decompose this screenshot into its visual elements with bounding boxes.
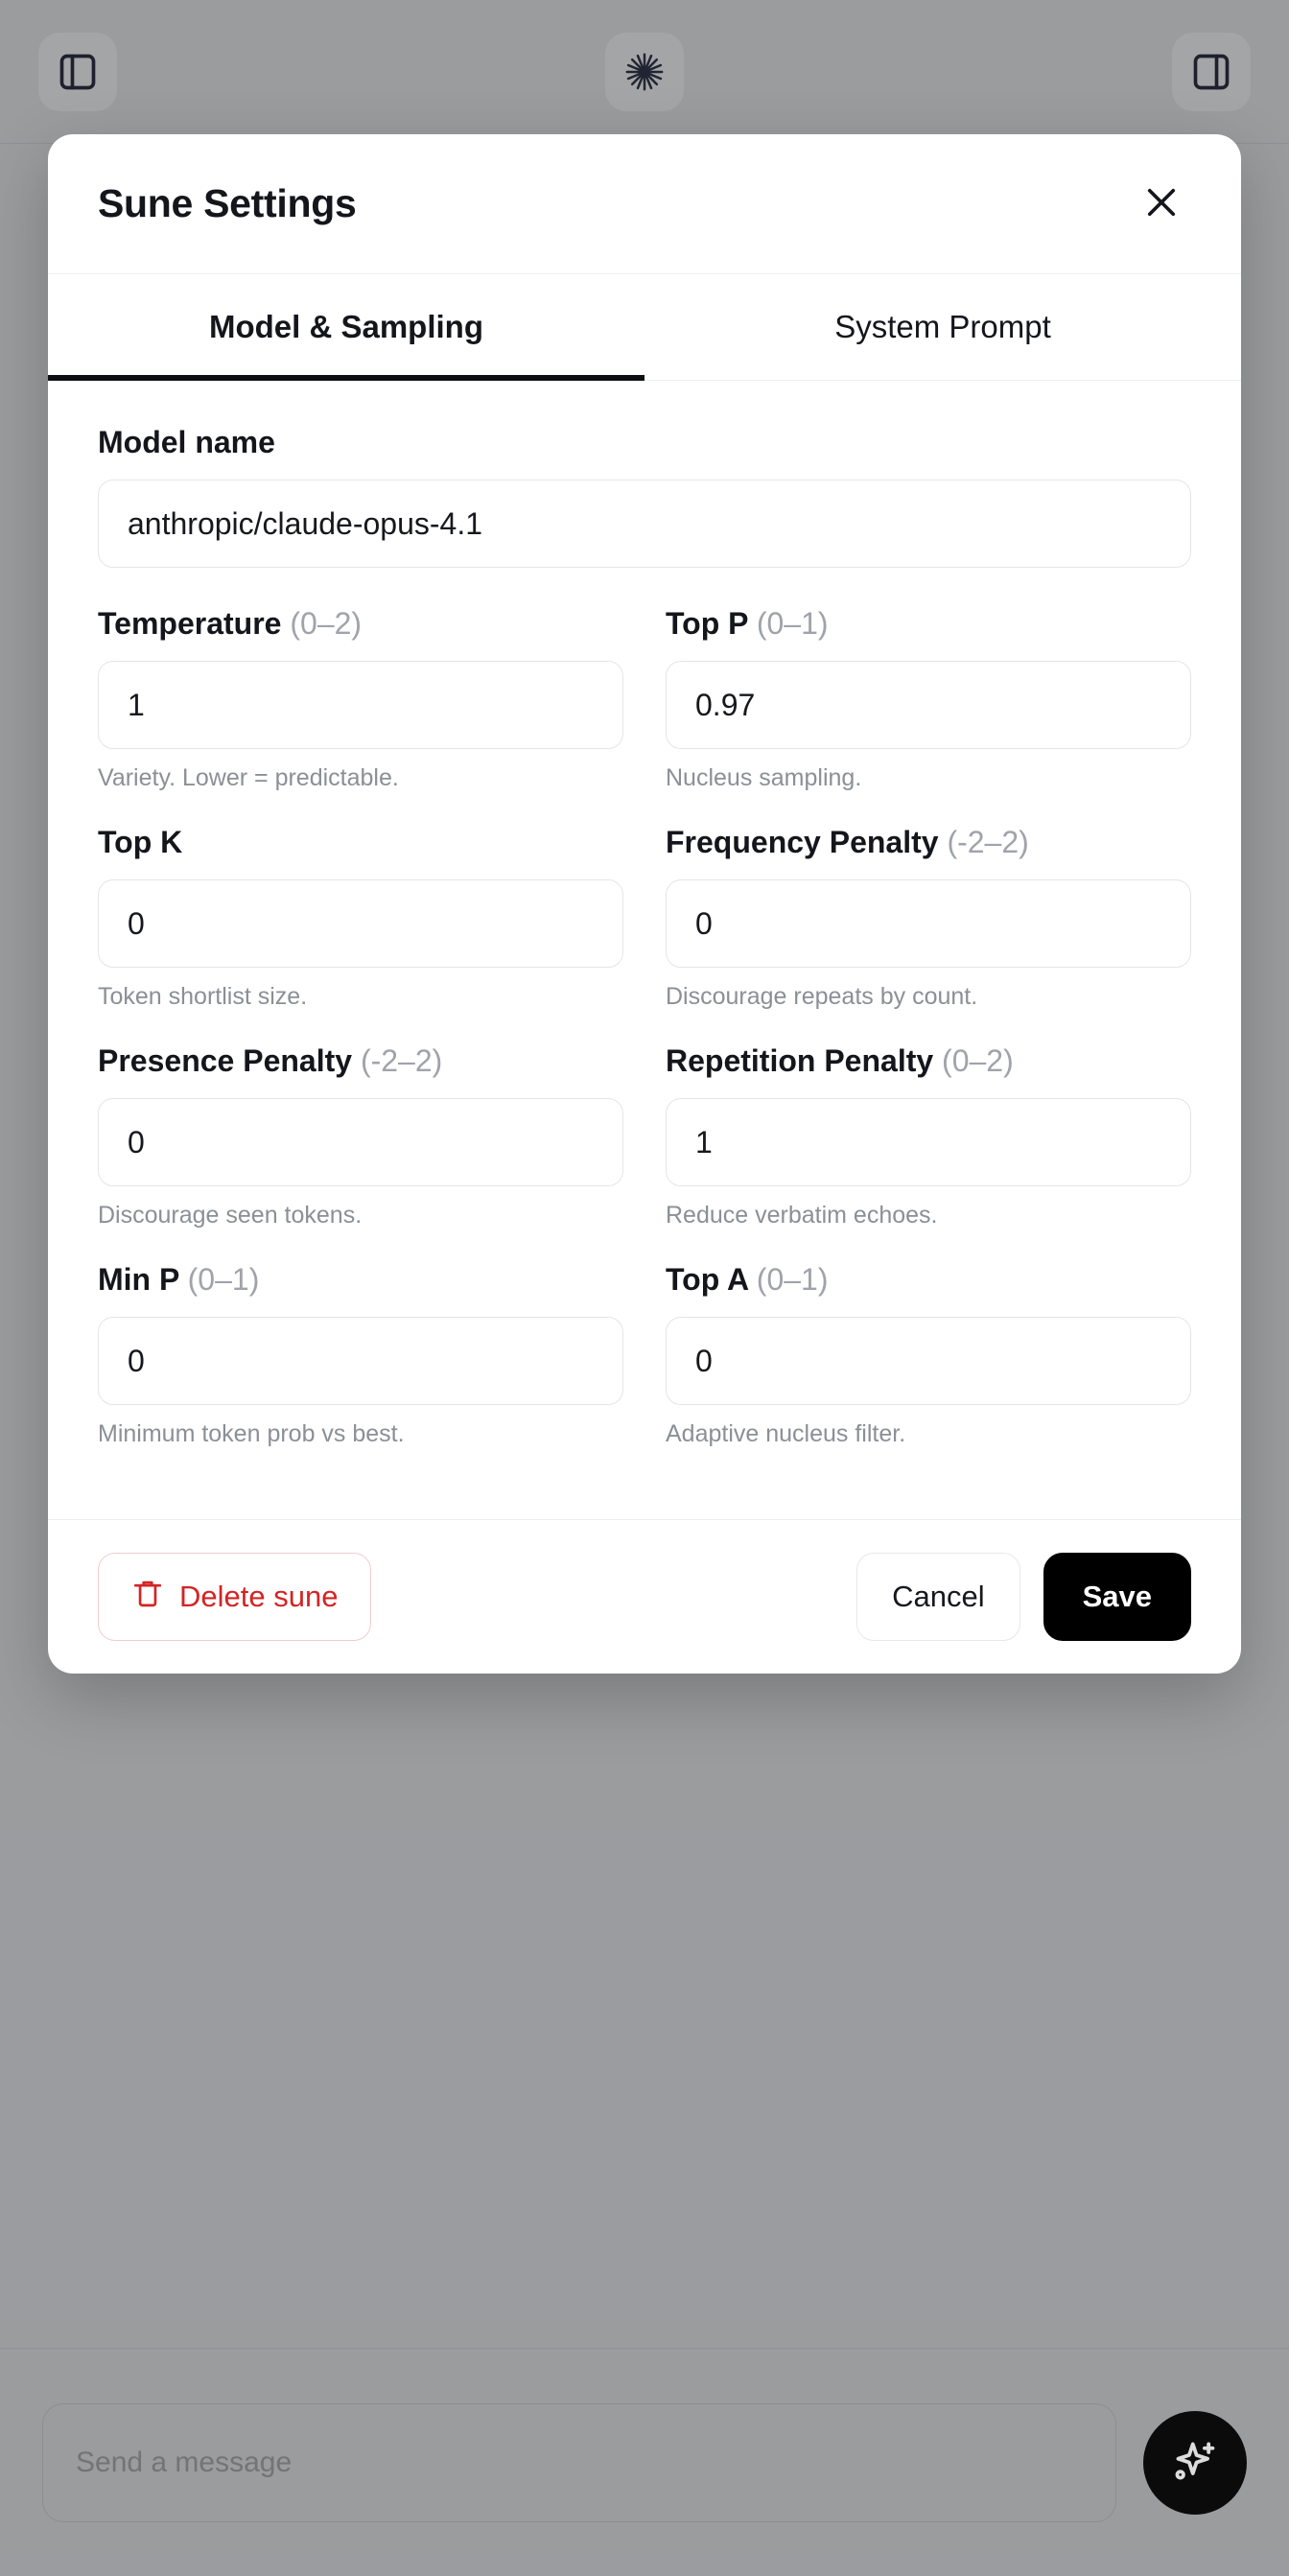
param-hint: Nucleus sampling. bbox=[666, 764, 862, 791]
param-label-text: Repetition Penalty bbox=[666, 1043, 934, 1078]
param-label-text: Presence Penalty bbox=[98, 1043, 353, 1078]
param-label-text: Min P bbox=[98, 1262, 179, 1297]
param-hint: Token shortlist size. bbox=[98, 983, 308, 1010]
param-label: Top P (0–1) bbox=[666, 606, 1191, 642]
dialog-tabs: Model & Sampling System Prompt bbox=[48, 274, 1241, 381]
top-k-input[interactable] bbox=[98, 879, 623, 968]
param-range: (0–2) bbox=[290, 606, 363, 641]
panel-left-toggle-button[interactable] bbox=[38, 32, 117, 111]
temperature-input[interactable] bbox=[98, 661, 623, 749]
param-row: Top K Token shortlist size. Frequency Pe… bbox=[98, 825, 1191, 1028]
param-label-text: Frequency Penalty bbox=[666, 825, 939, 859]
param-label-text: Top P bbox=[666, 606, 748, 641]
close-dialog-button[interactable] bbox=[1132, 175, 1191, 234]
param-label: Min P (0–1) bbox=[98, 1262, 623, 1298]
panel-right-toggle-button[interactable] bbox=[1172, 32, 1251, 111]
footer-actions: Cancel Save bbox=[856, 1553, 1191, 1641]
tab-label: Model & Sampling bbox=[208, 309, 483, 344]
send-message-button[interactable] bbox=[1143, 2410, 1247, 2515]
save-button[interactable]: Save bbox=[1043, 1553, 1191, 1641]
dialog-title: Sune Settings bbox=[98, 181, 357, 225]
param-range: (0–1) bbox=[187, 1262, 260, 1297]
message-composer bbox=[0, 2348, 1289, 2576]
param-temperature: Temperature (0–2) Variety. Lower = predi… bbox=[98, 606, 623, 809]
model-name-input[interactable] bbox=[98, 480, 1191, 568]
dialog-header: Sune Settings bbox=[48, 134, 1241, 274]
param-range: (0–2) bbox=[942, 1043, 1014, 1078]
close-icon bbox=[1141, 182, 1182, 225]
min-p-input[interactable] bbox=[98, 1317, 623, 1405]
tab-model-and-sampling[interactable]: Model & Sampling bbox=[48, 274, 644, 381]
tab-label: System Prompt bbox=[834, 309, 1051, 344]
panel-left-icon bbox=[57, 51, 99, 93]
param-label-text: Top K bbox=[98, 825, 183, 859]
param-top-k: Top K Token shortlist size. bbox=[98, 825, 623, 1028]
param-label: Temperature (0–2) bbox=[98, 606, 623, 642]
trash-icon bbox=[131, 1577, 164, 1617]
sunburst-icon bbox=[622, 50, 667, 94]
dialog-footer: Delete sune Cancel Save bbox=[48, 1520, 1241, 1674]
frequency-penalty-input[interactable] bbox=[666, 879, 1191, 968]
sparkles-icon bbox=[1169, 2435, 1221, 2490]
cancel-button[interactable]: Cancel bbox=[856, 1553, 1020, 1641]
model-name-field: Model name bbox=[98, 425, 1191, 568]
param-top-p: Top P (0–1) Nucleus sampling. bbox=[666, 606, 1191, 809]
param-row: Presence Penalty (-2–2) Discourage seen … bbox=[98, 1043, 1191, 1247]
param-frequency-penalty: Frequency Penalty (-2–2) Discourage repe… bbox=[666, 825, 1191, 1028]
presence-penalty-input[interactable] bbox=[98, 1098, 623, 1186]
repetition-penalty-input[interactable] bbox=[666, 1098, 1191, 1186]
param-hint: Reduce verbatim echoes. bbox=[666, 1202, 938, 1229]
param-hint: Adaptive nucleus filter. bbox=[666, 1420, 906, 1447]
dialog-body: Model name Temperature (0–2) Variety. Lo… bbox=[48, 381, 1241, 1520]
param-row: Temperature (0–2) Variety. Lower = predi… bbox=[98, 606, 1191, 809]
top-p-input[interactable] bbox=[666, 661, 1191, 749]
delete-sune-button[interactable]: Delete sune bbox=[98, 1553, 372, 1641]
param-hint: Discourage repeats by count. bbox=[666, 983, 978, 1010]
param-range: (-2–2) bbox=[947, 825, 1029, 859]
delete-sune-label: Delete sune bbox=[179, 1580, 339, 1613]
sune-settings-dialog: Sune Settings Model & Sampling System Pr… bbox=[48, 134, 1241, 1674]
param-top-a: Top A (0–1) Adaptive nucleus filter. bbox=[666, 1262, 1191, 1465]
param-label: Top A (0–1) bbox=[666, 1262, 1191, 1298]
param-label-text: Top A bbox=[666, 1262, 748, 1297]
param-range: (0–1) bbox=[756, 606, 829, 641]
param-row: Min P (0–1) Minimum token prob vs best. … bbox=[98, 1262, 1191, 1465]
message-input[interactable] bbox=[42, 2402, 1116, 2522]
param-label: Frequency Penalty (-2–2) bbox=[666, 825, 1191, 860]
param-presence-penalty: Presence Penalty (-2–2) Discourage seen … bbox=[98, 1043, 623, 1247]
tab-system-prompt[interactable]: System Prompt bbox=[644, 274, 1241, 380]
save-label: Save bbox=[1082, 1580, 1152, 1613]
param-repetition-penalty: Repetition Penalty (0–2) Reduce verbatim… bbox=[666, 1043, 1191, 1247]
param-range: (0–1) bbox=[756, 1262, 829, 1297]
app-header bbox=[0, 0, 1289, 144]
param-hint: Discourage seen tokens. bbox=[98, 1202, 363, 1229]
sunburst-logo-button[interactable] bbox=[605, 32, 684, 111]
param-hint: Variety. Lower = predictable. bbox=[98, 764, 399, 791]
cancel-label: Cancel bbox=[892, 1580, 985, 1613]
param-hint: Minimum token prob vs best. bbox=[98, 1420, 405, 1447]
param-label: Repetition Penalty (0–2) bbox=[666, 1043, 1191, 1079]
panel-right-icon bbox=[1190, 51, 1232, 93]
param-label-text: Temperature bbox=[98, 606, 282, 641]
top-a-input[interactable] bbox=[666, 1317, 1191, 1405]
param-range: (-2–2) bbox=[360, 1043, 443, 1078]
model-name-label: Model name bbox=[98, 425, 275, 459]
param-label: Presence Penalty (-2–2) bbox=[98, 1043, 623, 1079]
param-min-p: Min P (0–1) Minimum token prob vs best. bbox=[98, 1262, 623, 1465]
param-label: Top K bbox=[98, 825, 623, 860]
